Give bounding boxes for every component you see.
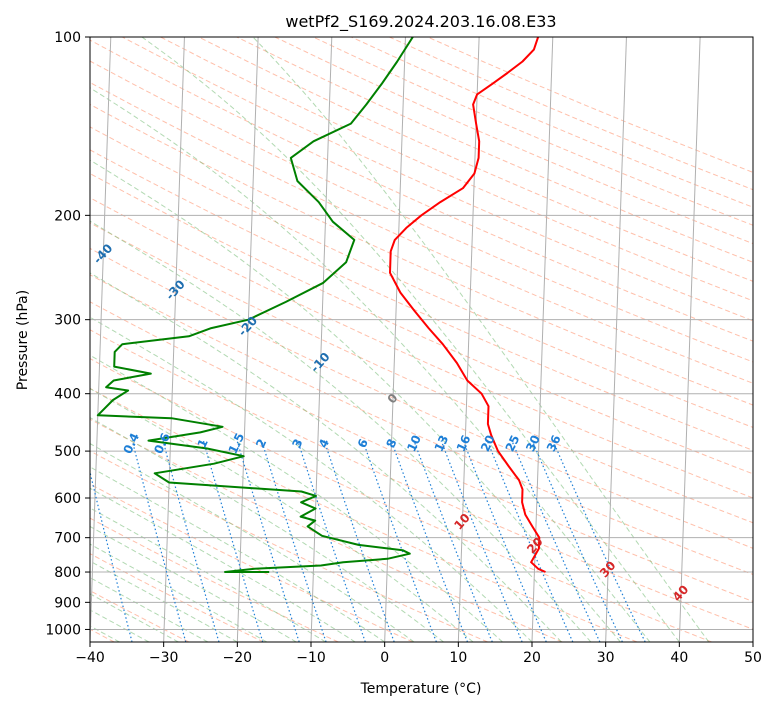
y-tick-label: 400 [54, 387, 81, 403]
x-tick-label: 20 [523, 650, 541, 666]
x-tick-label: −10 [296, 650, 326, 666]
x-tick-label: 40 [670, 650, 688, 666]
y-tick-label: 600 [54, 491, 81, 507]
y-tick-label: 300 [54, 313, 81, 329]
x-tick-label: 0 [380, 650, 389, 666]
y-tick-label: 500 [54, 444, 81, 460]
y-tick-label: 1000 [45, 622, 81, 638]
x-tick-label: −20 [223, 650, 253, 666]
y-tick-label: 200 [54, 208, 81, 224]
x-tick-label: −30 [149, 650, 179, 666]
y-tick-label: 900 [54, 595, 81, 611]
x-tick-label: 10 [449, 650, 467, 666]
x-tick-label: 50 [744, 650, 762, 666]
y-tick-label: 700 [54, 531, 81, 547]
y-tick-label: 800 [54, 565, 81, 581]
x-axis-label: Temperature (°C) [360, 681, 482, 697]
y-tick-label: 100 [54, 30, 81, 46]
x-tick-label: 30 [597, 650, 615, 666]
y-axis-label: Pressure (hPa) [15, 290, 31, 390]
x-tick-label: −40 [75, 650, 105, 666]
chart-title: wetPf2_S169.2024.203.16.08.E33 [285, 12, 556, 32]
